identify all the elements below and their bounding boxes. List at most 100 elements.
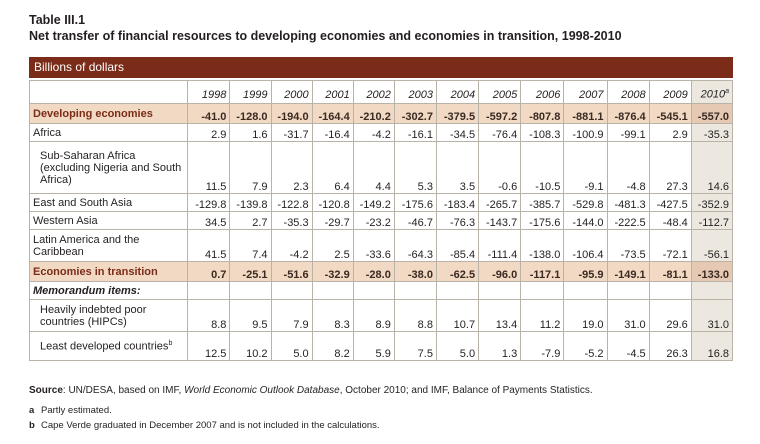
cell-value — [435, 281, 480, 300]
cell-value — [478, 281, 522, 300]
cell-value: -34.5 — [435, 123, 480, 142]
cell-value: -72.1 — [648, 229, 692, 262]
year-header: 1998 — [187, 80, 231, 104]
cell-value: 1.3 — [478, 331, 522, 361]
cell-value: -108.3 — [520, 123, 565, 142]
row-label-text: Sub-Saharan Africa (excluding Nigeria an… — [40, 149, 182, 186]
year-header-2010: 2010a — [690, 80, 734, 104]
year-header-row: 1998 1999 2000 2001 2002 2003 2004 2005 … — [28, 80, 734, 104]
year-header: 2008 — [606, 80, 650, 104]
cell-value: 29.6 — [648, 299, 692, 332]
cell-value: -175.6 — [393, 193, 437, 212]
cell-value: 16.8 — [690, 331, 734, 361]
row-label: East and South Asia — [28, 193, 189, 212]
source-line: Source: UN/DESA, based on IMF, World Eco… — [29, 385, 593, 396]
cell-value: -73.5 — [606, 229, 650, 262]
cell-value: -4.5 — [606, 331, 650, 361]
cell-value: -76.4 — [478, 123, 522, 142]
year-header: 2004 — [435, 80, 480, 104]
row-label-text: Memorandum items: — [33, 284, 141, 297]
row-label: Least developed countriesb — [28, 331, 189, 361]
cell-value: 2.7 — [229, 211, 272, 230]
cell-value: -106.4 — [563, 229, 608, 262]
footnote-marker-b: b — [168, 339, 173, 347]
year-header: 2006 — [520, 80, 565, 104]
cell-value: 9.5 — [229, 299, 272, 332]
cell-value: -32.9 — [311, 261, 354, 282]
cell-value: -302.7 — [393, 103, 437, 124]
table-row: Developing economies -41.0 -128.0 -194.0 -16… — [28, 103, 734, 124]
cell-value: -597.2 — [478, 103, 522, 124]
year-header: 2002 — [352, 80, 395, 104]
cell-value: -144.0 — [563, 211, 608, 230]
cell-value: -139.8 — [229, 193, 272, 212]
year-header: 2007 — [563, 80, 608, 104]
year-header: 2009 — [648, 80, 692, 104]
cell-value: -149.2 — [352, 193, 395, 212]
table-row: Economies in transition 0.7 -25.1 -51.6 -32.… — [28, 261, 734, 282]
cell-value: -64.3 — [393, 229, 437, 262]
cell-value: -352.9 — [690, 193, 734, 212]
footnote-b: b Cape Verde graduated in December 2007 a… — [29, 420, 380, 431]
cell-value — [229, 281, 272, 300]
cell-value: -807.8 — [520, 103, 565, 124]
cell-value: 2.3 — [270, 141, 313, 194]
cell-value: -175.6 — [520, 211, 565, 230]
cell-value: -5.2 — [563, 331, 608, 361]
cell-value: -23.2 — [352, 211, 395, 230]
row-label: Western Asia — [28, 211, 189, 230]
data-table: 1998 1999 2000 2001 2002 2003 2004 2005 … — [28, 80, 734, 361]
cell-value: 3.5 — [435, 141, 480, 194]
cell-value — [393, 281, 437, 300]
table-row: Africa 2.9 1.6 -31.7 -16.4 -4.2 -16.1 -34.5 -76.… — [28, 123, 734, 142]
cell-value: 2.5 — [311, 229, 354, 262]
table-row: Least developed countriesb 12.5 10.2 5.0 8.2… — [28, 331, 734, 361]
cell-value: -35.3 — [690, 123, 734, 142]
cell-value: -529.8 — [563, 193, 608, 212]
cell-value: -16.1 — [393, 123, 437, 142]
row-label-text: East and South Asia — [33, 196, 133, 209]
cell-value: -210.2 — [352, 103, 395, 124]
row-label: Heavily indebted poor countries (HIPCs) — [28, 299, 189, 332]
cell-value: 1.6 — [229, 123, 272, 142]
cell-value: -117.1 — [520, 261, 565, 282]
cell-value: 8.3 — [311, 299, 354, 332]
cell-value: -122.8 — [270, 193, 313, 212]
cell-value: -48.4 — [648, 211, 692, 230]
cell-value: -76.3 — [435, 211, 480, 230]
table-number: Table III.1 — [29, 13, 86, 27]
source-italic: World Economic Outlook Database — [184, 385, 340, 396]
cell-value: -96.0 — [478, 261, 522, 282]
table-row: Memorandum items: — [28, 281, 734, 300]
cell-value: -25.1 — [229, 261, 272, 282]
cell-value: 2.9 — [187, 123, 231, 142]
cell-value: -183.4 — [435, 193, 480, 212]
year-header: 2001 — [311, 80, 354, 104]
cell-value: -41.0 — [187, 103, 231, 124]
cell-value: -0.6 — [478, 141, 522, 194]
cell-value: -138.0 — [520, 229, 565, 262]
footnote-marker: b — [29, 420, 35, 431]
cell-value: -29.7 — [311, 211, 354, 230]
cell-value: 7.5 — [393, 331, 437, 361]
cell-value: -111.4 — [478, 229, 522, 262]
cell-value: -4.2 — [270, 229, 313, 262]
cell-value: 2.9 — [648, 123, 692, 142]
table-title: Net transfer of financial resources to d… — [29, 29, 622, 43]
cell-value: -7.9 — [520, 331, 565, 361]
cell-value: -557.0 — [690, 103, 734, 124]
cell-value: 11.2 — [520, 299, 565, 332]
row-label: Economies in transition — [28, 261, 189, 282]
cell-value: -427.5 — [648, 193, 692, 212]
cell-value: -194.0 — [270, 103, 313, 124]
cell-value: 27.3 — [648, 141, 692, 194]
cell-value: -16.4 — [311, 123, 354, 142]
cell-value: -143.7 — [478, 211, 522, 230]
cell-value: -120.8 — [311, 193, 354, 212]
cell-value — [352, 281, 395, 300]
row-label-text: Africa — [33, 126, 62, 139]
row-label-text: Latin America and the Caribbean — [33, 233, 140, 258]
title-block: Table III.1 Net transfer of financial re… — [29, 12, 622, 44]
cell-value: -112.7 — [690, 211, 734, 230]
cell-value: 8.8 — [393, 299, 437, 332]
